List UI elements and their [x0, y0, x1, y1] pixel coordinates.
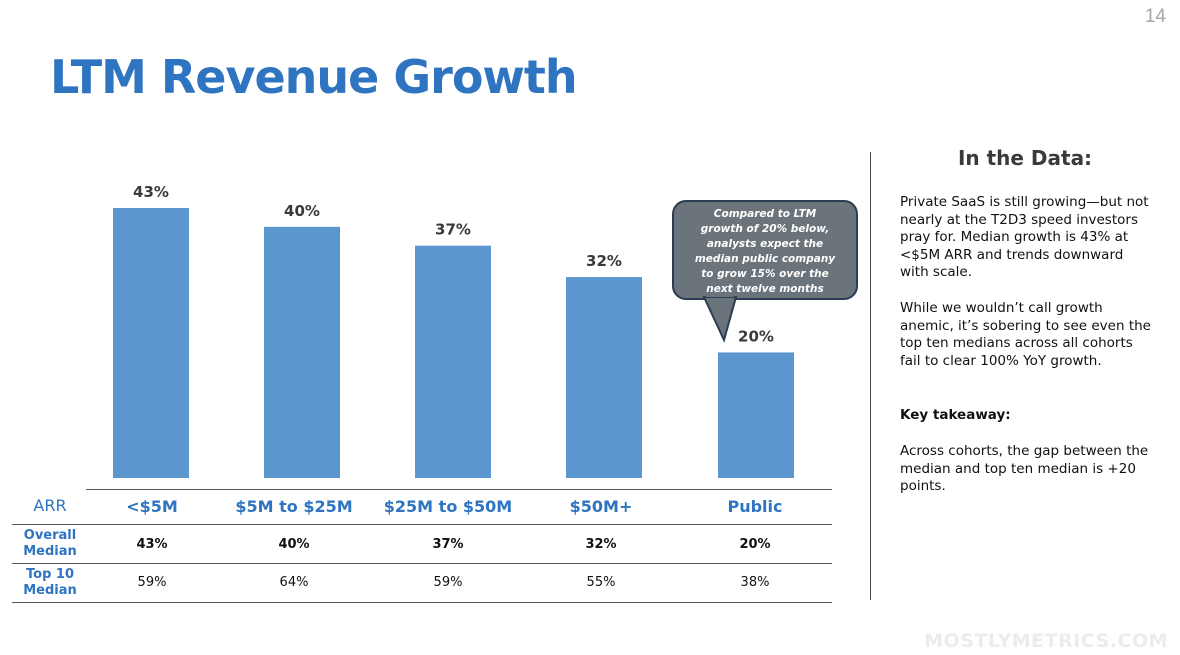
table-cell: 55%	[586, 575, 616, 590]
row-label-line: Median	[23, 583, 77, 598]
page-title: LTM Revenue Growth	[50, 50, 578, 104]
table-cell: 64%	[279, 575, 309, 590]
table-col-header: <$5M	[126, 497, 178, 516]
callout-underlined-word: next	[706, 283, 733, 295]
bar	[415, 245, 491, 478]
bar-value-label: 40%	[284, 202, 320, 220]
callout-box: Compared to LTM growth of 20% below, ana…	[672, 200, 858, 300]
sidebar-paragraph: Private SaaS is still growing—but not ne…	[900, 194, 1149, 280]
bar	[113, 208, 189, 478]
watermark: MOSTLYMETRICS.COM	[924, 630, 1168, 652]
table-rule	[12, 563, 832, 564]
table-cell: 37%	[432, 537, 464, 552]
table-row-label: Overall Median	[12, 528, 88, 560]
callout-line: Compared to LTM	[713, 208, 817, 220]
table-cell: 38%	[740, 575, 770, 590]
table-col-header: $5M to $25M	[235, 497, 353, 516]
table-cell: 59%	[137, 575, 167, 590]
table-cell: 40%	[278, 537, 310, 552]
table-rule	[86, 489, 832, 490]
table-row-label: Top 10 Median	[12, 567, 88, 599]
table-col-header: $25M to $50M	[383, 497, 513, 516]
bar	[718, 352, 794, 478]
bar-value-label: 32%	[586, 252, 622, 270]
bar-value-label: 37%	[435, 221, 471, 239]
bar-value-label: 43%	[133, 183, 169, 201]
callout-line: median public company	[694, 253, 836, 265]
table-rule	[12, 524, 832, 525]
key-takeaway-label: Key takeaway:	[900, 407, 1011, 423]
bar	[264, 226, 340, 478]
callout-line: to grow 15% over the	[701, 268, 829, 280]
table-col-header: Public	[727, 497, 783, 516]
sidebar-paragraph: Across cohorts, the gap between the medi…	[900, 443, 1149, 494]
row-label-line: Median	[23, 544, 77, 559]
table-rule	[12, 602, 832, 603]
table-cell: 59%	[433, 575, 463, 590]
sidebar-paragraph: While we wouldn’t call growth anemic, it…	[900, 300, 1151, 369]
table-cell: 32%	[585, 537, 617, 552]
bar-value-label: 20%	[738, 327, 774, 345]
table-col-header: $50M+	[569, 497, 633, 516]
callout-line: next twelve months	[682, 282, 848, 297]
vertical-divider	[870, 152, 871, 600]
callout-line: analysts expect the	[706, 238, 824, 250]
table-cell: 20%	[739, 537, 771, 552]
page-number: 14	[1144, 6, 1166, 27]
bar	[566, 277, 642, 478]
row-label-line: Top 10	[26, 567, 74, 582]
callout-line: growth of 20% below,	[700, 223, 830, 235]
row-label-line: Overall	[23, 528, 77, 543]
table-cell: 43%	[136, 537, 168, 552]
callout-line-rest: twelve months	[732, 283, 824, 295]
sidebar-heading: In the Data:	[957, 146, 1093, 170]
table-header-arr: ARR	[33, 496, 67, 515]
